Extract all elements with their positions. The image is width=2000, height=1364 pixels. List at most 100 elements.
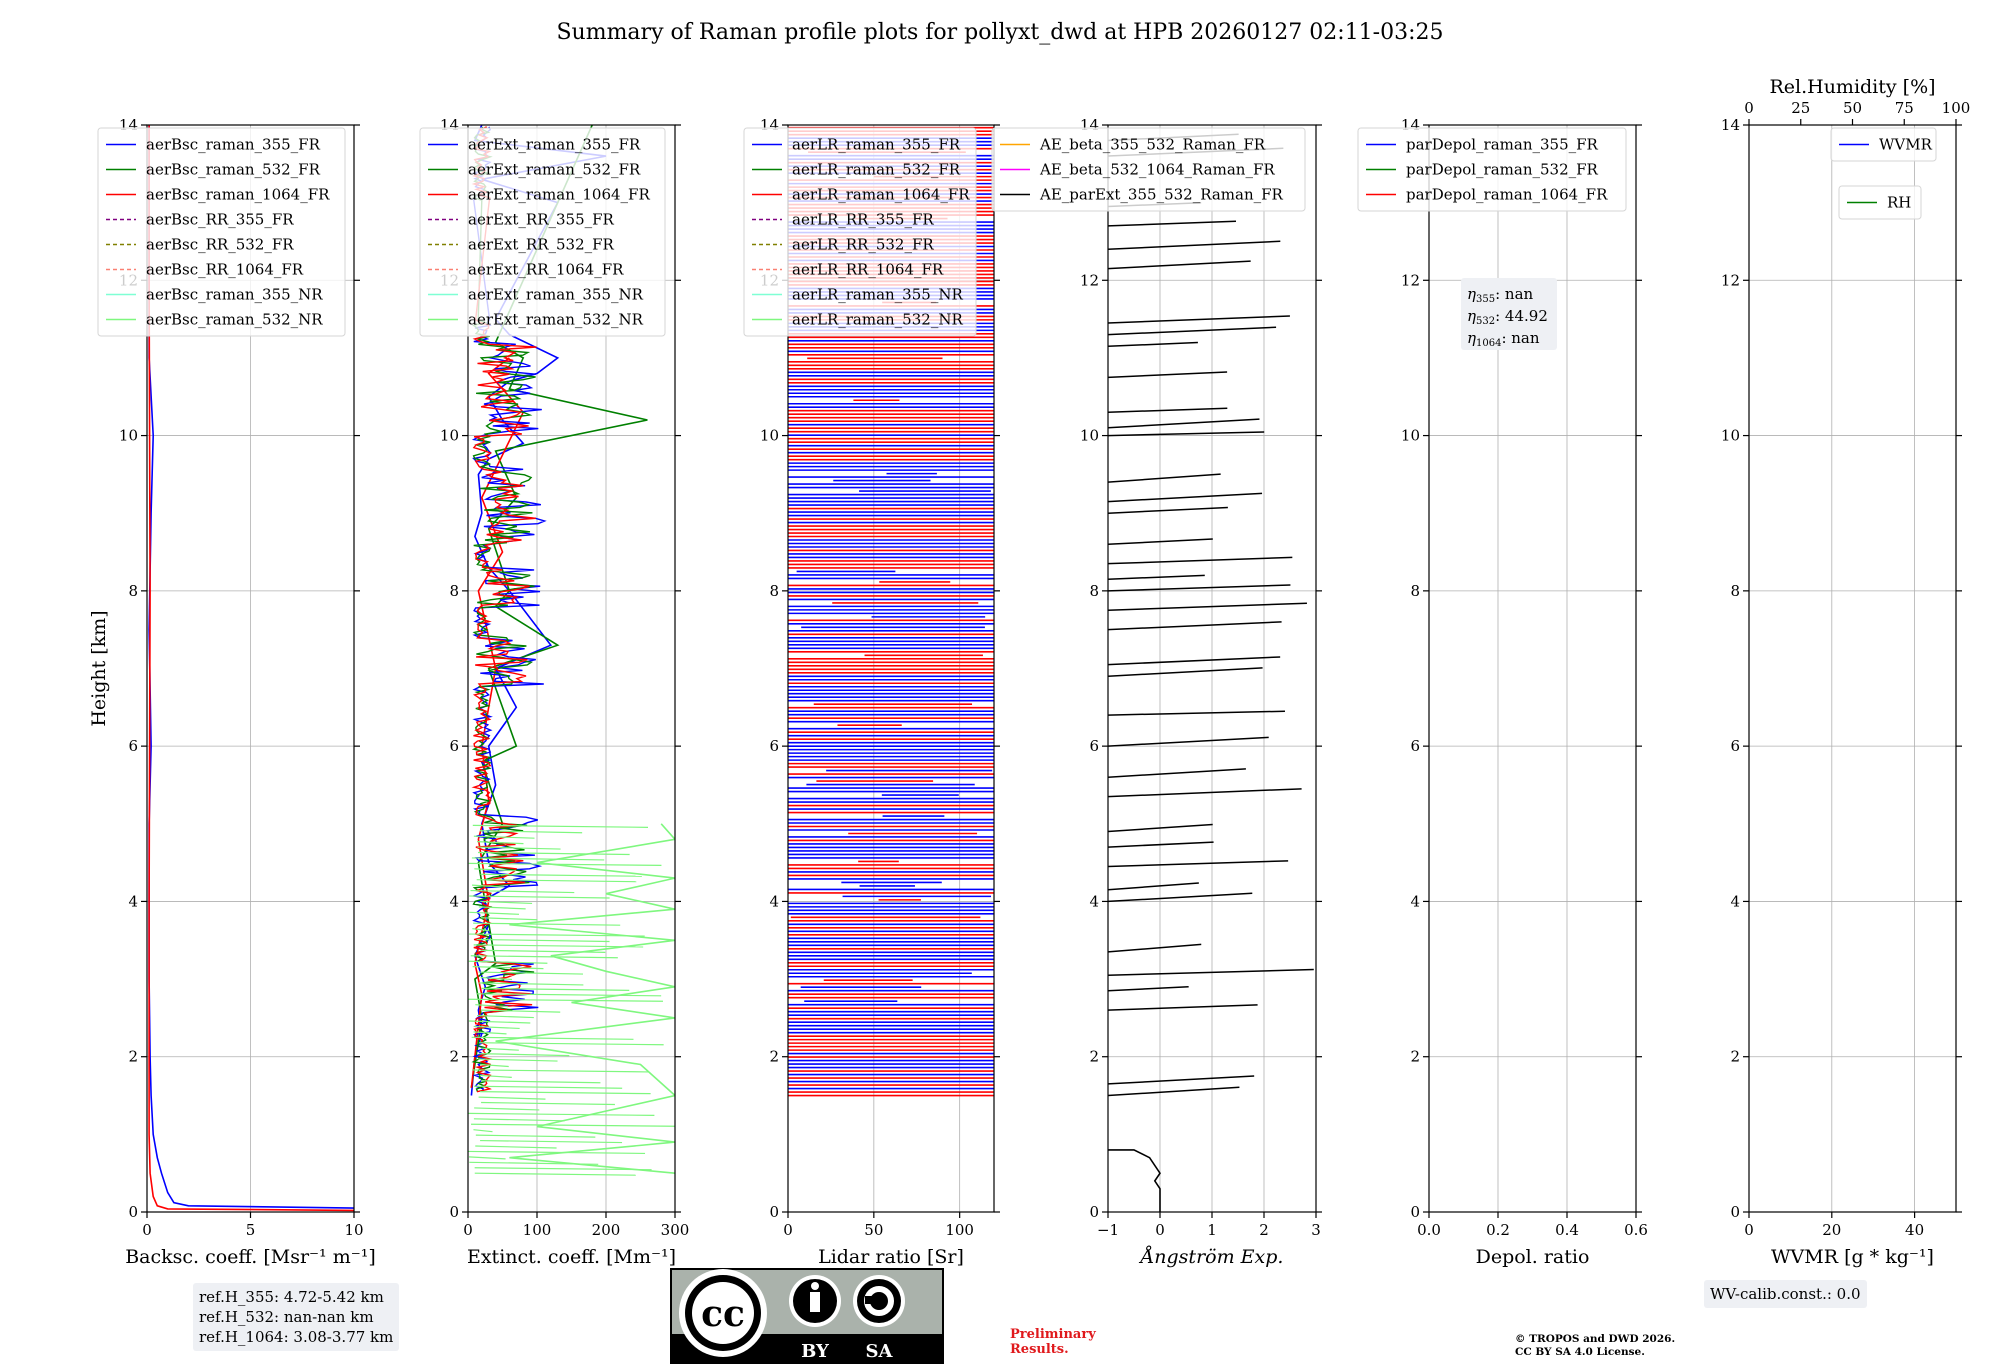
lidar_ratio-x-axis-label: Lidar ratio [Sr] xyxy=(818,1246,964,1268)
ext-nr-532-trace xyxy=(468,1150,646,1155)
ae-parext-segment xyxy=(1108,418,1260,429)
ae-parext-segment xyxy=(1108,986,1189,992)
copyright-line-2: CC BY SA 4.0 License. xyxy=(1515,1346,1645,1358)
figure-title: Summary of Raman profile plots for polly… xyxy=(556,20,1444,45)
depol-frame xyxy=(1428,124,1637,1213)
ae-parext-segment xyxy=(1108,656,1281,666)
legend-label: aerLR_raman_1064_FR xyxy=(792,186,970,204)
x-tick-label: 100 xyxy=(523,1221,552,1239)
AE_parExt_355_532_Raman_FR-line xyxy=(1108,1149,1161,1212)
ae-parext-segment xyxy=(1108,823,1213,833)
top-x-tick-label: 50 xyxy=(1843,99,1862,117)
eta-label: η532: 44.92 xyxy=(1467,307,1548,327)
y-tick-label: 10 xyxy=(119,427,138,445)
ext-nr-532-trace xyxy=(469,933,645,937)
legend-label: parDepol_raman_1064_FR xyxy=(1406,186,1608,204)
y-tick-label: 0 xyxy=(1410,1203,1420,1221)
y-tick-label: 2 xyxy=(1410,1048,1420,1066)
x-tick-label: 0.2 xyxy=(1486,1221,1510,1239)
backscatter-plot-area xyxy=(147,125,354,1212)
legend-label: aerBsc_RR_1064_FR xyxy=(146,261,304,279)
ext-nr-532-trace xyxy=(472,824,649,828)
x-tick-label: 0 xyxy=(783,1221,793,1239)
ext-nr-532-trace xyxy=(473,1129,493,1133)
ext-nr-532-trace xyxy=(473,922,621,926)
ext-nr-532-trace xyxy=(478,1058,558,1062)
y-tick-label: 10 xyxy=(1721,427,1740,445)
y-tick-label: 8 xyxy=(128,582,138,600)
ext-nr-532-trace xyxy=(481,987,630,991)
wvmr-plot-area xyxy=(1749,125,1956,1212)
copyright-line-1: © TROPOS and DWD 2026. xyxy=(1515,1333,1676,1345)
ext-nr-532-trace xyxy=(473,1031,507,1035)
ext-nr-532-trace xyxy=(473,1025,520,1030)
legend-label: aerLR_RR_1064_FR xyxy=(792,261,944,279)
y-tick-label: 4 xyxy=(769,892,779,910)
ext-nr-532-trace xyxy=(471,1069,649,1073)
ext-nr-532-trace xyxy=(476,938,610,943)
legend-label: aerExt_raman_532_FR xyxy=(468,161,641,179)
ext-nr-532-trace xyxy=(473,835,535,839)
ae-parext-segment xyxy=(1108,943,1202,953)
ext-nr-532-trace xyxy=(474,1172,636,1176)
x-tick-label: 0.4 xyxy=(1555,1221,1579,1239)
angstrom-x-axis-label: Ångström Exp. xyxy=(1139,1246,1284,1268)
copyright-note: © TROPOS and DWD 2026. CC BY SA 4.0 Lice… xyxy=(1515,1333,1675,1359)
preliminary-line-2: Results. xyxy=(1010,1342,1069,1357)
ae-parext-segment xyxy=(1108,841,1214,848)
depol-x-axis-label: Depol. ratio xyxy=(1476,1246,1590,1268)
reference-height-box: ref.H_355: 4.72-5.42 km ref.H_532: nan-n… xyxy=(193,1283,400,1351)
ext-nr-532-trace xyxy=(468,1020,531,1024)
eta-symbol: η xyxy=(1467,307,1476,325)
ae-parext-segment xyxy=(1108,710,1285,716)
ext-nr-532-trace xyxy=(471,1036,634,1040)
y-tick-label: 10 xyxy=(1080,427,1099,445)
legend-label: aerBsc_raman_1064_FR xyxy=(146,186,330,204)
ext-nr-532-trace xyxy=(479,1074,512,1078)
legend-label: AE_beta_532_1064_Raman_FR xyxy=(1039,161,1275,179)
legend-label: aerBsc_RR_355_FR xyxy=(146,211,294,229)
ext-nr-532-trace xyxy=(480,917,538,921)
ext-nr-532-trace xyxy=(481,949,606,953)
ext-nr-532-trace xyxy=(468,1156,506,1160)
ae-parext-segment xyxy=(1108,431,1265,437)
ae-parext-segment xyxy=(1108,1086,1240,1097)
ae-parext-segment xyxy=(1108,621,1282,631)
wvmr-frame xyxy=(1748,124,1957,1213)
legend-label: aerExt_raman_355_FR xyxy=(468,136,641,154)
ext-nr-532-trace xyxy=(475,1134,596,1138)
ae-parext-segment xyxy=(1108,860,1289,868)
aerExt_raman_532_FR-line xyxy=(470,125,648,1088)
x-tick-label: 3 xyxy=(1311,1221,1321,1239)
ae-parext-segment xyxy=(1108,538,1213,546)
ext-nr-532-trace xyxy=(470,889,575,894)
ext-nr-532-trace xyxy=(471,1123,675,1127)
ext-nr-532-trace xyxy=(479,830,583,834)
ext-nr-532-trace xyxy=(474,1107,540,1111)
ext-nr-532-trace xyxy=(472,928,489,932)
y-tick-label: 2 xyxy=(1089,1048,1099,1066)
ext-nr-532-trace xyxy=(481,1101,615,1106)
y-tick-label: 4 xyxy=(449,892,459,910)
ae-parext-segment xyxy=(1108,326,1277,336)
x-tick-label: 300 xyxy=(661,1221,690,1239)
y-tick-label: 2 xyxy=(1730,1048,1740,1066)
eta-label: η1064: nan xyxy=(1467,329,1540,349)
ae-parext-segment xyxy=(1108,667,1263,678)
ext-nr-532-trace xyxy=(476,879,637,883)
extinction-x-axis-label: Extinct. coeff. [Mm⁻¹] xyxy=(467,1246,676,1268)
ext-nr-532-trace xyxy=(480,1047,519,1051)
top-x-tick-label: 75 xyxy=(1895,99,1914,117)
legend-label: aerBsc_raman_355_FR xyxy=(146,136,321,154)
y-tick-label: 2 xyxy=(449,1048,459,1066)
ext-nr-532-trace xyxy=(480,1091,651,1095)
backscatter-legend xyxy=(97,127,346,337)
ae-parext-segment xyxy=(1108,341,1198,348)
legend-label: aerExt_RR_355_FR xyxy=(468,211,615,229)
y-tick-label: 12 xyxy=(1401,271,1420,289)
y-tick-label: 6 xyxy=(1410,737,1420,755)
eta-value: : nan xyxy=(1495,285,1533,303)
ext-nr-532-trace xyxy=(473,1118,565,1122)
ae-parext-segment xyxy=(1108,574,1205,580)
x-tick-label: 40 xyxy=(1905,1221,1924,1239)
